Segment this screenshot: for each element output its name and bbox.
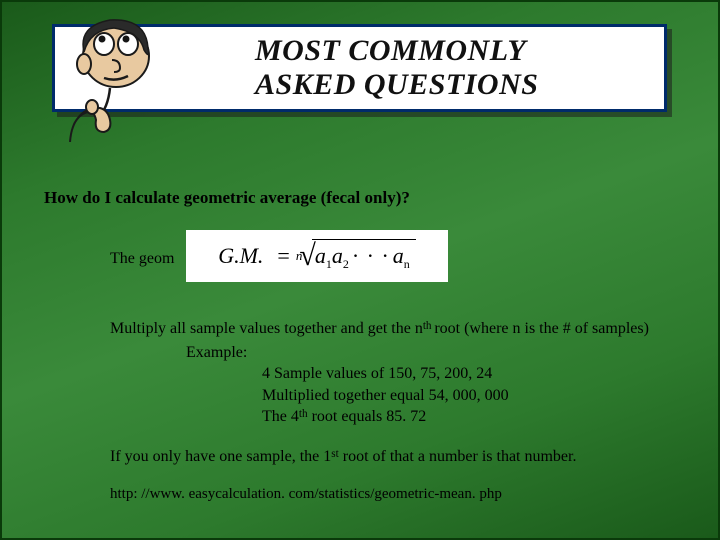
- faq-question: How do I calculate geometric average (fe…: [44, 188, 410, 208]
- reference-url: http: //www. easycalculation. com/statis…: [110, 484, 670, 504]
- rad-dots: · · ·: [352, 243, 390, 268]
- radicand: a1a2· · ·an: [312, 239, 416, 272]
- instr-pre: Multiply all sample values together and …: [110, 320, 423, 337]
- rad-an: a: [393, 243, 404, 268]
- example-line-2: Multiplied together equal 54, 000, 000: [262, 385, 670, 407]
- instr-post: root (where n is the # of samples): [434, 320, 649, 337]
- formula-row: The geom G.M. = n √ a1a2· · ·an: [110, 234, 670, 292]
- formula-box: G.M. = n √ a1a2· · ·an: [186, 230, 448, 282]
- instr-sup: th: [423, 320, 435, 332]
- ex3-pre: The 4: [262, 408, 299, 425]
- rad-subn: n: [404, 257, 410, 271]
- one-pre: If you only have one sample, the 1: [110, 448, 331, 465]
- title-line1: MOST COMMONLY: [255, 34, 526, 67]
- geom-prefix: The geom: [110, 248, 174, 270]
- formula-gm: G.M.: [218, 241, 263, 271]
- example-line-3: The 4th root equals 85. 72: [262, 406, 670, 428]
- rad-sub2: 2: [343, 257, 349, 271]
- ex3-post: root equals 85. 72: [308, 408, 427, 425]
- slide: MOST COMMONLY ASKED QUESTIONS How do I c…: [0, 0, 720, 540]
- one-sample-note: If you only have one sample, the 1st roo…: [110, 446, 670, 468]
- rad-a1: a: [315, 243, 326, 268]
- title-text: MOST COMMONLY ASKED QUESTIONS: [255, 34, 538, 103]
- faq-body: The geom G.M. = n √ a1a2· · ·an Multiply…: [110, 234, 670, 504]
- ex3-sup: th: [299, 408, 308, 420]
- example-label: Example:: [186, 342, 670, 364]
- formula-eq: =: [277, 241, 289, 271]
- one-post: root of that a number is that number.: [339, 448, 577, 465]
- instruction-line: Multiply all sample values together and …: [110, 318, 670, 340]
- one-sup: st: [331, 448, 338, 460]
- title-line2: ASKED QUESTIONS: [255, 68, 538, 101]
- thinking-person-icon: [54, 12, 174, 142]
- example-line-1: 4 Sample values of 150, 75, 200, 24: [262, 363, 670, 385]
- rad-a2: a: [332, 243, 343, 268]
